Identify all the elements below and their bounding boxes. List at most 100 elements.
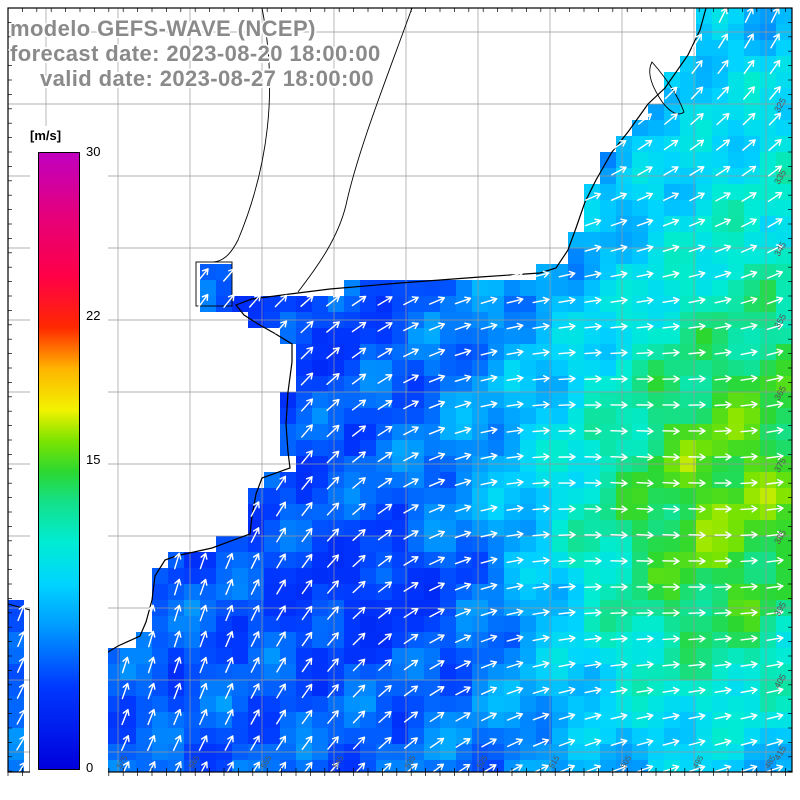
wind-arrow (147, 708, 156, 726)
wind-arrow (199, 578, 208, 596)
wind-arrow (662, 738, 680, 746)
wind-arrow (16, 683, 26, 699)
wind-arrow (636, 375, 654, 383)
wind-arrow (148, 630, 156, 648)
wind-arrow (532, 712, 550, 721)
wind-arrow (766, 452, 784, 461)
wind-arrow (326, 502, 340, 516)
wind-arrow (636, 635, 654, 643)
wind-arrow (351, 295, 367, 307)
wind-arrow (403, 659, 419, 671)
wind-arrow (532, 348, 550, 357)
wind-arrow (121, 656, 130, 674)
wind-arrow (584, 583, 602, 591)
wind-arrow (429, 737, 445, 749)
wind-arrow (172, 735, 182, 751)
wind-arrow (326, 295, 340, 307)
wind-arrow (225, 630, 234, 648)
wind-arrow (740, 400, 758, 409)
wind-arrow (480, 504, 498, 512)
wind-arrow (352, 710, 366, 724)
wind-arrow (301, 476, 313, 490)
wind-arrow (767, 165, 783, 177)
wind-arrow (714, 583, 732, 591)
wind-arrow (454, 374, 472, 383)
wind-arrow (715, 218, 731, 227)
wind-arrow (454, 478, 472, 487)
wind-arrow (740, 686, 758, 695)
wind-arrow (610, 557, 628, 565)
wind-arrow (506, 608, 524, 616)
wind-arrow (429, 608, 445, 618)
wind-arrow (199, 604, 208, 622)
wind-arrow (275, 735, 287, 751)
wind-arrow (326, 321, 340, 333)
wind-arrow (767, 191, 783, 203)
wind-arrow (197, 268, 209, 282)
wind-arrow (740, 557, 758, 565)
wind-arrow (610, 764, 628, 773)
wind-arrow (532, 531, 550, 539)
wind-arrow (532, 738, 550, 747)
wind-arrow (352, 554, 366, 568)
wind-arrow (662, 583, 680, 591)
wind-arrow (558, 270, 576, 278)
wind-arrow (428, 452, 446, 461)
wind-arrow (301, 709, 313, 725)
wind-arrow (199, 552, 208, 570)
wind-arrow (766, 556, 784, 565)
wind-arrow (689, 139, 705, 151)
colorbar-tick-label: 15 (86, 452, 101, 467)
wind-arrow (740, 660, 758, 669)
wind-arrow (532, 270, 550, 278)
wind-arrow (688, 218, 706, 227)
wind-arrow (301, 657, 313, 673)
wind-arrow (532, 608, 550, 617)
colorbar: [m/s] 30 22 15 0 (30, 126, 108, 786)
wind-arrow (714, 348, 732, 357)
wind-arrow (224, 709, 234, 725)
wind-arrow (301, 735, 313, 751)
wind-arrow (584, 738, 602, 747)
wind-arrow (637, 166, 653, 176)
wind-arrow (584, 192, 602, 201)
wind-arrow (662, 479, 680, 487)
wind-arrow (610, 270, 628, 279)
wind-arrow (662, 557, 680, 565)
wind-arrow (766, 660, 784, 669)
wind-arrow (714, 270, 732, 278)
wind-arrow (766, 530, 784, 539)
wind-arrow (766, 270, 784, 279)
wind-arrow (173, 682, 182, 700)
wind-arrow (327, 658, 339, 672)
wind-arrow (584, 505, 602, 513)
wind-arrow (480, 400, 498, 408)
wind-arrow (584, 479, 602, 487)
wind-arrow (688, 375, 706, 383)
wind-arrow (714, 401, 732, 409)
wind-arrow (688, 635, 706, 643)
wind-arrow (250, 527, 260, 543)
wind-arrow (378, 710, 392, 724)
wind-arrow (743, 86, 755, 100)
wind-arrow (480, 634, 498, 643)
wind-arrow (714, 635, 732, 643)
wind-arrow (558, 401, 576, 409)
wind-arrow (740, 453, 758, 461)
wind-arrow (637, 139, 653, 151)
wind-arrow (276, 527, 286, 543)
wind-arrow (377, 529, 393, 541)
wind-arrow (352, 736, 366, 750)
wind-arrow (638, 113, 652, 125)
colorbar-unit-label: [m/s] (30, 128, 62, 143)
wind-arrow (690, 113, 704, 125)
wind-arrow (610, 686, 628, 695)
wind-direction-arrows (15, 7, 784, 777)
wind-arrow (248, 294, 262, 308)
wind-arrow (352, 580, 366, 594)
wind-arrow (662, 609, 680, 617)
wind-arrow (662, 322, 680, 331)
wind-arrow (767, 218, 783, 228)
wind-arrow (378, 736, 392, 750)
wind-arrow (532, 634, 550, 643)
